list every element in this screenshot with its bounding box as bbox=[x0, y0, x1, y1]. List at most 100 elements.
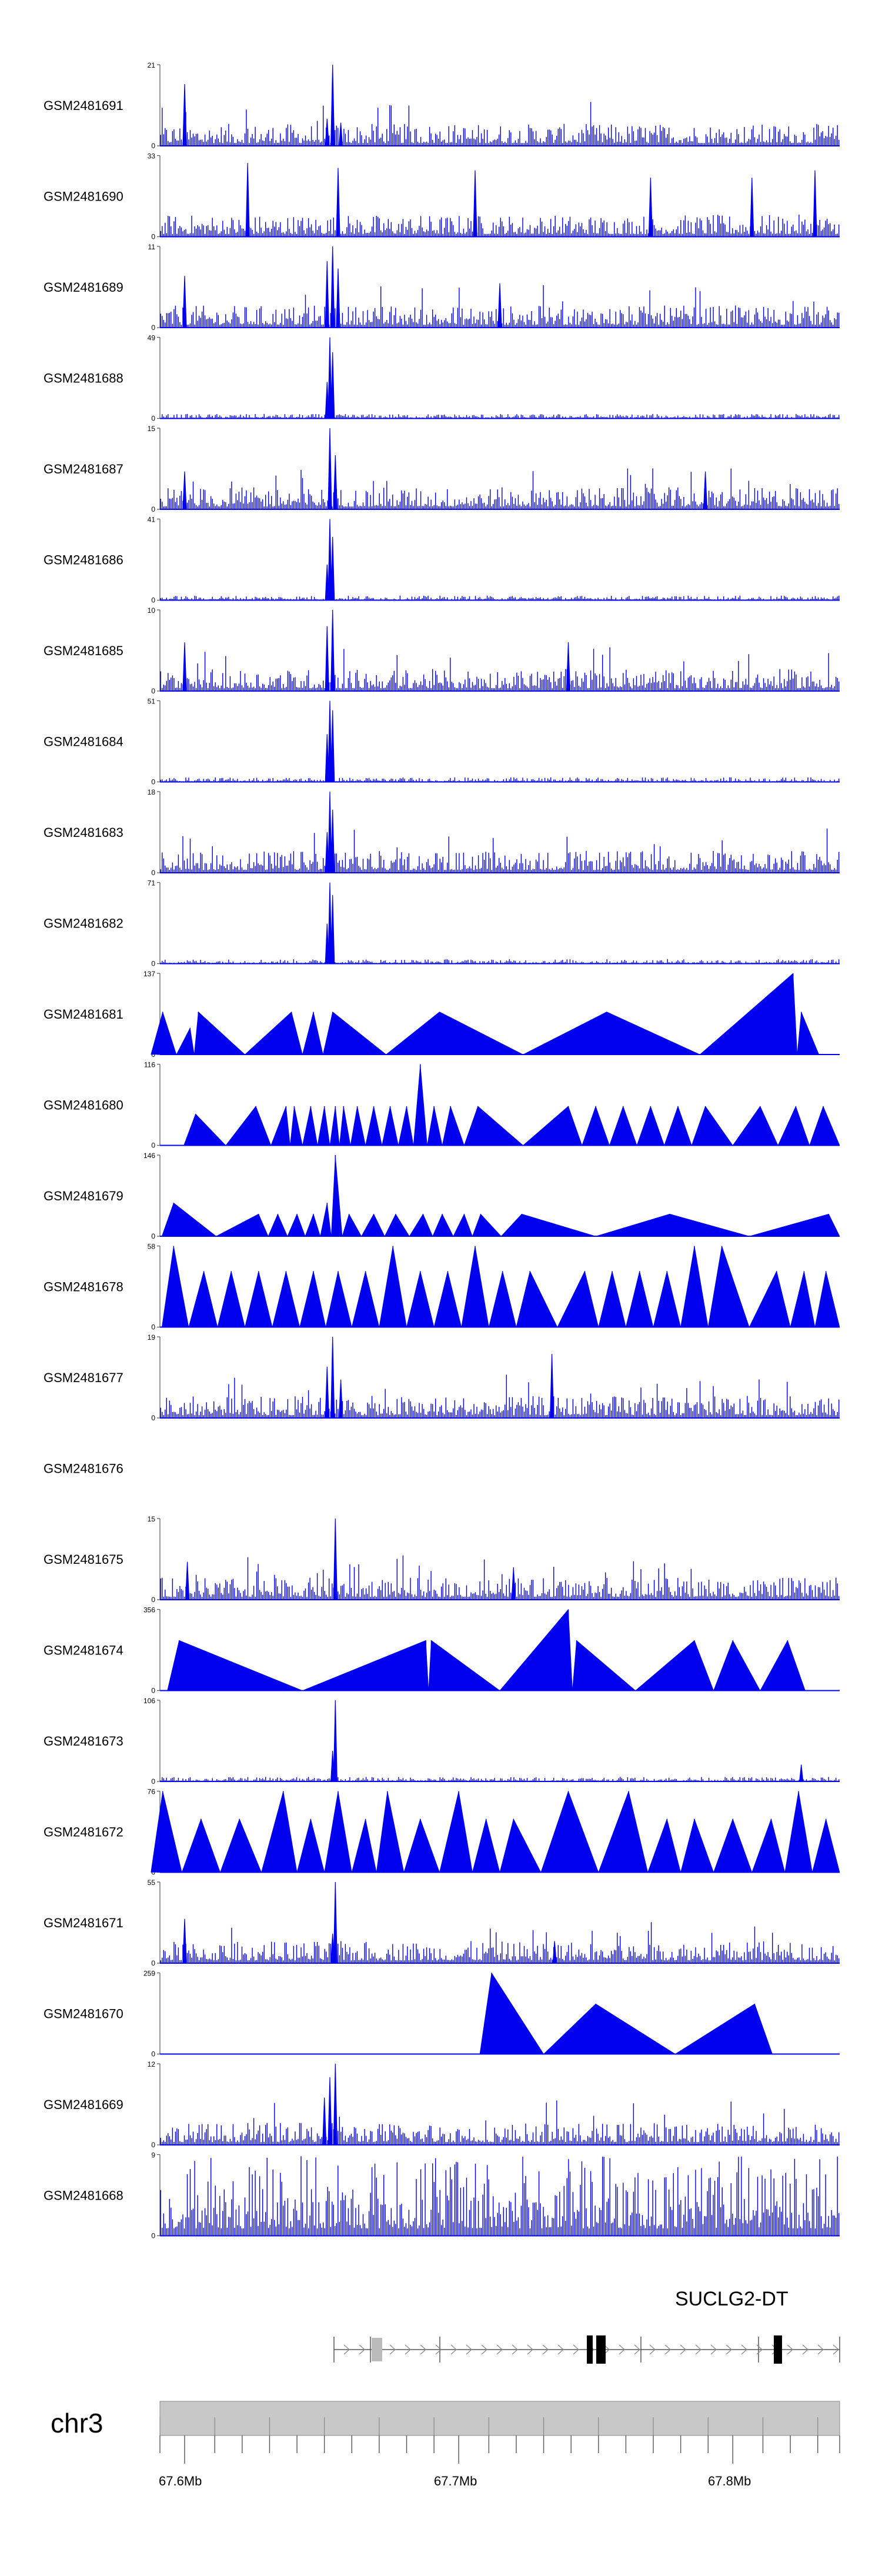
gene-model bbox=[333, 2335, 840, 2364]
y-min-label: 0 bbox=[151, 1323, 155, 1332]
strand-arrow bbox=[389, 2344, 396, 2355]
strand-arrow bbox=[817, 2344, 824, 2355]
signal-tracks: GSM2481691210GSM2481690330GSM2481689110G… bbox=[44, 61, 840, 2240]
track-GSM2481683: GSM2481683 18 0 bbox=[44, 788, 840, 877]
gene-exon-utr bbox=[372, 2338, 382, 2361]
y-min-label: 0 bbox=[151, 1414, 155, 1422]
signal-bars bbox=[160, 285, 840, 328]
strand-arrow bbox=[435, 2344, 442, 2355]
y-min-label: 0 bbox=[151, 415, 155, 423]
strand-arrow bbox=[405, 2344, 411, 2355]
signal-bars bbox=[160, 1555, 840, 1600]
track-label: GSM2481684 bbox=[44, 735, 123, 749]
peak-1 bbox=[330, 64, 335, 146]
strand-arrow bbox=[787, 2344, 793, 2355]
track-GSM2481681: GSM24816811370 bbox=[44, 970, 840, 1059]
peak-1 bbox=[330, 809, 335, 873]
y-min-label: 0 bbox=[151, 778, 155, 786]
signal-area bbox=[161, 1246, 840, 1328]
y-min-label: 0 bbox=[151, 1232, 155, 1240]
track-label: GSM2481676 bbox=[44, 1461, 123, 1476]
strand-arrow bbox=[420, 2344, 426, 2355]
signal-area bbox=[183, 1064, 840, 1146]
signal-bars bbox=[160, 102, 840, 146]
y-max-label: 10 bbox=[148, 606, 156, 615]
track-GSM2481669: GSM2481669 12 0 bbox=[44, 2060, 840, 2149]
peak-1 bbox=[325, 261, 329, 328]
peak-1 bbox=[325, 1366, 329, 1419]
peak-1 bbox=[330, 352, 335, 419]
strand-arrow bbox=[542, 2344, 549, 2355]
peak-3 bbox=[338, 1379, 343, 1419]
tick-label-67-8: 67.8Mb bbox=[708, 2474, 751, 2488]
peak-1 bbox=[330, 710, 335, 783]
strand-arrow bbox=[833, 2344, 839, 2355]
peak-1 bbox=[325, 626, 329, 692]
peak-1 bbox=[330, 536, 335, 601]
track-label: GSM2481675 bbox=[44, 1552, 123, 1567]
y-min-label: 0 bbox=[151, 596, 155, 605]
y-max-label: 18 bbox=[148, 788, 156, 796]
peak-2 bbox=[511, 1567, 516, 1600]
strand-arrow bbox=[359, 2344, 365, 2355]
strand-arrow bbox=[619, 2344, 625, 2355]
y-min-label: 0 bbox=[151, 1777, 155, 1786]
peak-0 bbox=[333, 1518, 338, 1600]
gene-label: SUCLG2-DT bbox=[675, 2288, 789, 2310]
track-label: GSM2481682 bbox=[44, 916, 123, 931]
track-GSM2481671: GSM2481671 55 0 bbox=[44, 1878, 840, 1967]
signal-bars bbox=[160, 2100, 840, 2145]
strand-arrow bbox=[756, 2344, 763, 2355]
y-max-label: 356 bbox=[143, 1606, 155, 1614]
y-min-label: 0 bbox=[151, 505, 155, 513]
track-GSM2481688: GSM2481688 49 0 bbox=[44, 334, 840, 423]
y-max-label: 9 bbox=[151, 2151, 155, 2160]
y-min-label: 0 bbox=[151, 869, 155, 877]
track-GSM2481686: GSM2481686 41 0 bbox=[44, 516, 840, 605]
y-min-label: 0 bbox=[151, 687, 155, 695]
signal-bars bbox=[160, 1374, 840, 1418]
peak-2 bbox=[325, 734, 329, 783]
y-max-label: 137 bbox=[143, 970, 155, 978]
peak-3 bbox=[566, 642, 571, 692]
y-min-label: 0 bbox=[151, 1142, 155, 1150]
y-max-label: 49 bbox=[148, 334, 156, 342]
track-label: GSM2481670 bbox=[44, 2007, 123, 2021]
strand-arrow bbox=[343, 2344, 350, 2355]
signal-bars bbox=[160, 647, 840, 691]
strand-arrow bbox=[634, 2344, 640, 2355]
strand-arrow bbox=[680, 2344, 686, 2355]
gene-exon bbox=[596, 2335, 606, 2364]
track-GSM2481672: GSM2481672760 bbox=[44, 1788, 840, 1877]
y-max-label: 19 bbox=[148, 1333, 156, 1342]
peak-3 bbox=[338, 122, 343, 146]
signal-bars bbox=[160, 413, 840, 419]
gene-track: SUCLG2-DT bbox=[333, 2288, 840, 2364]
y-min-label: 0 bbox=[151, 142, 155, 150]
signal-area bbox=[151, 1790, 840, 1873]
signal-area bbox=[479, 1972, 773, 2054]
signal-area bbox=[161, 1154, 840, 1237]
peak-3 bbox=[552, 1941, 557, 1964]
peak-2 bbox=[336, 268, 340, 328]
y-max-label: 11 bbox=[148, 243, 156, 251]
peak-2 bbox=[182, 1918, 187, 1964]
peak-0 bbox=[330, 609, 335, 692]
track-label: GSM2481685 bbox=[44, 643, 123, 658]
axis-ticks bbox=[159, 2417, 840, 2464]
peak-3 bbox=[182, 276, 187, 328]
track-label: GSM2481687 bbox=[44, 462, 123, 476]
track-label: GSM2481678 bbox=[44, 1280, 123, 1294]
peak-2 bbox=[325, 923, 329, 965]
y-min-label: 0 bbox=[151, 1596, 155, 1604]
track-label: GSM2481671 bbox=[44, 1916, 123, 1930]
track-GSM2481687: GSM2481687 15 0 bbox=[44, 425, 840, 513]
tick-label-67-7: 67.7Mb bbox=[434, 2474, 477, 2488]
track-GSM2481680: GSM2481680 116 0 bbox=[44, 1061, 840, 1150]
signal-bars bbox=[160, 959, 840, 964]
y-max-label: 41 bbox=[148, 516, 156, 524]
peak-2 bbox=[182, 471, 187, 510]
track-GSM2481673: GSM2481673 106 0 bbox=[44, 1697, 840, 1786]
y-max-label: 71 bbox=[148, 879, 156, 887]
